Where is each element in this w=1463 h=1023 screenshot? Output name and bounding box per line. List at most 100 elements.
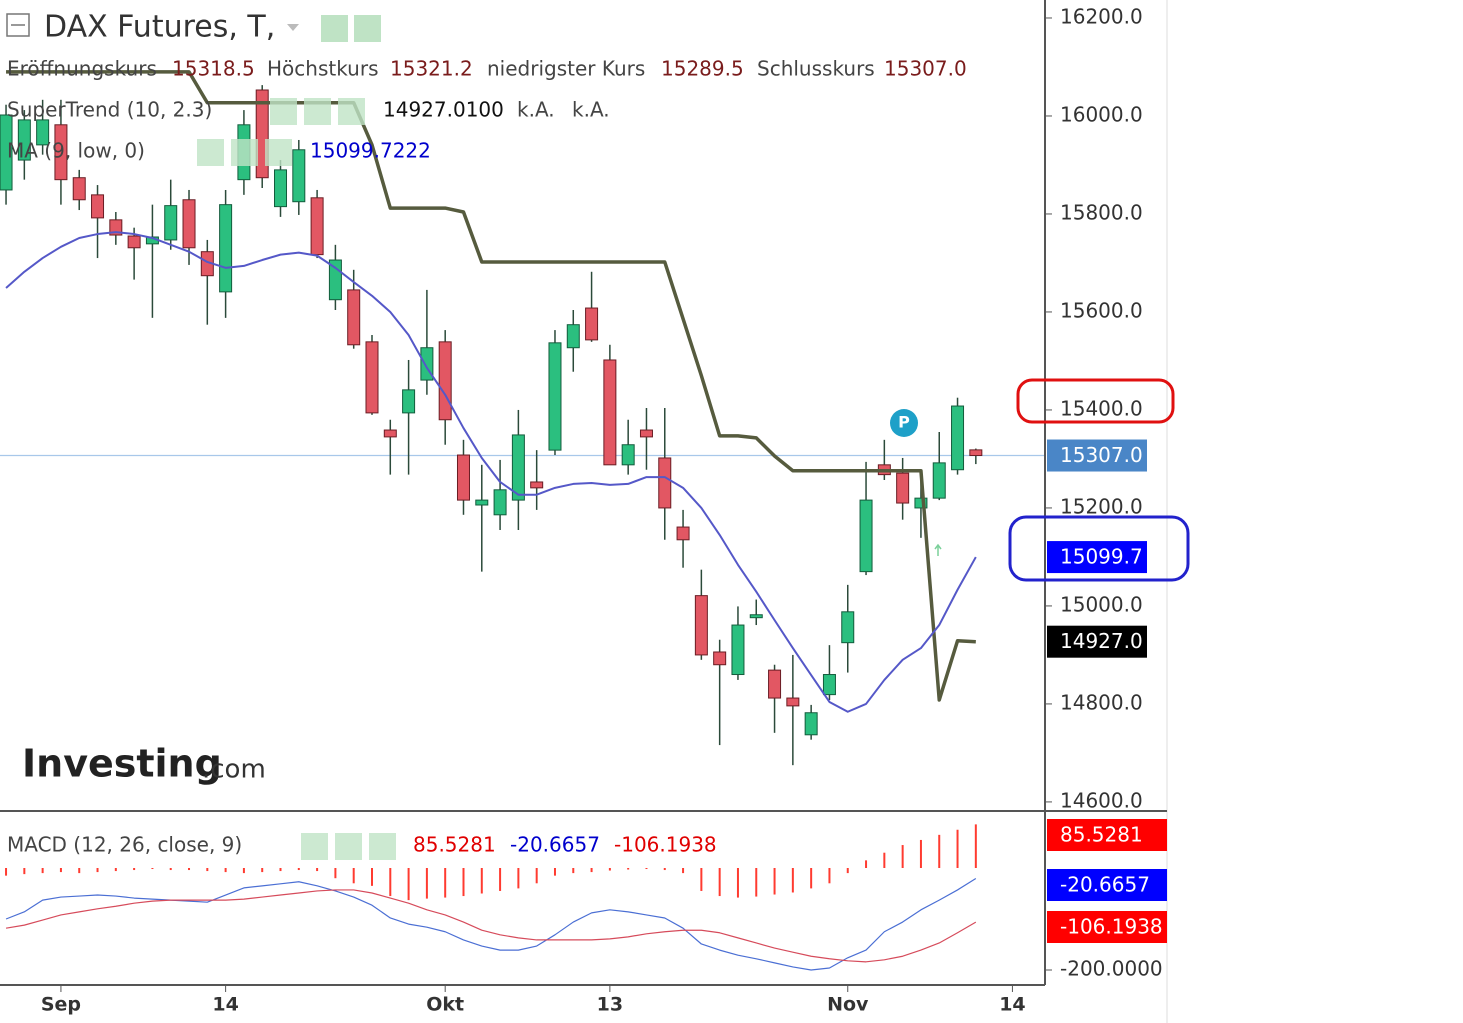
ohlc-value: 15289.5 — [661, 57, 744, 81]
candle-body — [0, 114, 13, 191]
chart-title: DAX Futures, T, — [44, 10, 275, 45]
y-tick-label: 15000.0 — [1060, 592, 1143, 616]
price-box-label: 15307.0 — [1060, 443, 1143, 467]
indicator-value: -106.1938 — [614, 833, 717, 857]
settings-icon[interactable] — [304, 98, 331, 125]
eye-icon[interactable] — [321, 15, 348, 42]
candle-body — [127, 235, 141, 249]
price-box — [1047, 439, 1147, 472]
indicator-value: 14927.0100 — [383, 98, 504, 122]
y-tick-label: -200.0000 — [1060, 957, 1163, 981]
x-tick-label: 14 — [999, 994, 1025, 1016]
candle-body — [969, 449, 983, 457]
x-tick-label: 14 — [212, 994, 238, 1016]
value-box-label: 85.5281 — [1060, 823, 1143, 847]
candle-body — [402, 389, 416, 414]
y-tick-label: 16000.0 — [1060, 102, 1143, 126]
candle-body — [566, 324, 580, 349]
candle-body — [530, 481, 544, 489]
candle-body — [951, 405, 965, 471]
ohlc-label: Eröffnungskurs — [7, 57, 157, 81]
eye-icon[interactable] — [301, 833, 328, 860]
plot-layer: 16200.0 16000.0 15800.0 15600.0 15400.0 15200… — [0, 4, 1163, 1016]
candle-body — [676, 526, 690, 541]
value-box — [1047, 869, 1167, 901]
ohlc-value: 15318.5 — [172, 57, 255, 81]
dropdown-arrow[interactable] — [287, 24, 299, 31]
candle-body — [603, 359, 617, 466]
settings-icon[interactable] — [354, 15, 381, 42]
candle-body — [182, 199, 196, 249]
value-box-label: -20.6657 — [1060, 873, 1150, 897]
indicator-name: SuperTrend (10, 2.3) — [7, 98, 212, 122]
candle-body — [511, 434, 525, 501]
candle-body — [786, 697, 800, 707]
candle-body — [585, 307, 599, 341]
candle-body — [658, 457, 672, 509]
price-box-label: 15099.7 — [1060, 545, 1143, 569]
y-tick-label: 14600.0 — [1060, 788, 1143, 812]
x-tick-label: Okt — [426, 994, 464, 1016]
x-tick-label: Nov — [827, 994, 869, 1016]
candle-body — [713, 651, 727, 666]
ma-line — [5, 231, 977, 713]
highlight-red — [1016, 378, 1175, 424]
candle-body — [17, 119, 31, 161]
eye-icon[interactable] — [270, 98, 297, 125]
candle-body — [896, 472, 910, 504]
logo-brand: Investing — [22, 742, 222, 786]
candle-body — [438, 341, 452, 421]
ohlc-value: 15307.0 — [884, 57, 967, 81]
candle-body — [639, 429, 653, 438]
pivot-marker[interactable] — [890, 409, 918, 437]
y-tick-label: 15600.0 — [1060, 298, 1143, 322]
indicator-value: k.A. — [517, 98, 555, 122]
highlight-blue — [1008, 515, 1190, 582]
y-tick-label: 15400.0 — [1060, 396, 1143, 420]
x-tick-label: 13 — [597, 994, 623, 1016]
candle-body — [475, 499, 489, 506]
candle-body — [219, 204, 233, 293]
y-tick-label: 15200.0 — [1060, 494, 1143, 518]
candle-body — [822, 674, 836, 696]
price-box — [1047, 541, 1147, 574]
close-icon[interactable] — [265, 139, 292, 166]
x-tick-label: Sep — [41, 994, 81, 1016]
ohlc-label: niedrigster Kurs — [487, 57, 645, 81]
indicator-name: MA (9, low, 0) — [7, 139, 145, 163]
candle-body — [749, 614, 763, 619]
collapse-icon[interactable] — [6, 13, 30, 37]
candle-body — [310, 197, 324, 256]
eye-icon[interactable] — [197, 139, 224, 166]
candle-body — [932, 462, 946, 499]
signal-arrow — [934, 543, 942, 556]
candle-body — [54, 124, 68, 181]
candle-body — [804, 712, 818, 736]
value-box — [1047, 819, 1167, 851]
candle-body — [36, 119, 50, 146]
candle-body — [383, 429, 397, 438]
indicator-value: 15099.7222 — [310, 139, 431, 163]
candle-body — [456, 454, 470, 501]
candle-body — [164, 205, 178, 241]
close-icon[interactable] — [338, 98, 365, 125]
candle-body — [859, 499, 873, 573]
settings-icon[interactable] — [335, 833, 362, 860]
candle-body — [347, 289, 361, 346]
indicator-value: 85.5281 — [413, 833, 496, 857]
ohlc-value: 15321.2 — [390, 57, 473, 81]
ohlc-label: Schlusskurs — [757, 57, 875, 81]
candle-body — [694, 595, 708, 656]
settings-icon[interactable] — [231, 139, 258, 166]
candle-body — [731, 624, 745, 676]
candle-body — [365, 341, 379, 414]
candle-body — [72, 177, 86, 201]
logo-suffix: .com — [202, 755, 266, 785]
indicator-value: k.A. — [572, 98, 610, 122]
close-icon[interactable] — [369, 833, 396, 860]
supertrend-line — [6, 70, 976, 702]
value-box-label: -106.1938 — [1060, 915, 1163, 939]
pivot-marker-letter: P — [898, 413, 910, 432]
